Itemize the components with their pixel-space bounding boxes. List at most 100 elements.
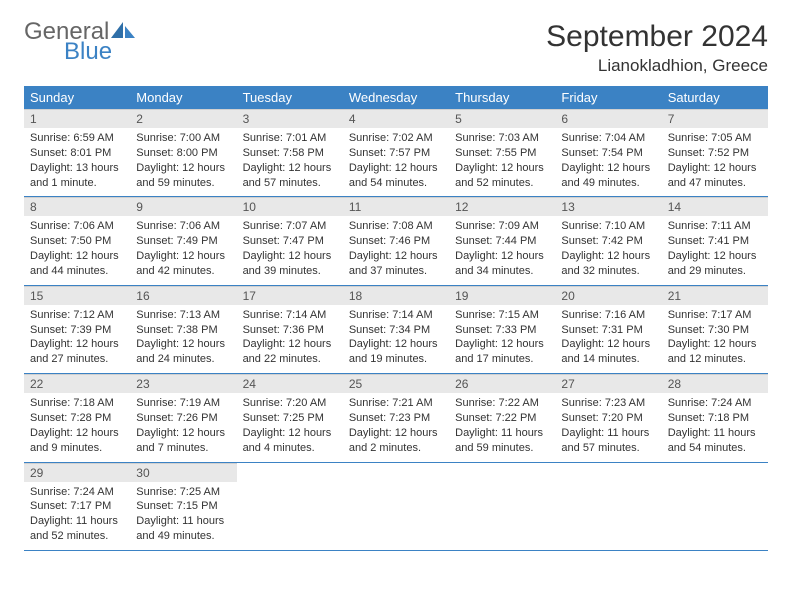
sunrise-text: Sunrise: 7:03 AM [455,131,549,146]
daylight-text: Daylight: 12 hours and 24 minutes. [136,337,230,367]
day-body: Sunrise: 7:16 AMSunset: 7:31 PMDaylight:… [555,305,661,373]
calendar-week-row: 1Sunrise: 6:59 AMSunset: 8:01 PMDaylight… [24,109,768,197]
calendar-week-row: 22Sunrise: 7:18 AMSunset: 7:28 PMDayligh… [24,374,768,462]
weekday-header: Tuesday [237,86,343,109]
daylight-text: Daylight: 12 hours and 54 minutes. [349,161,443,191]
daylight-text: Daylight: 13 hours and 1 minute. [30,161,124,191]
day-number: 9 [130,197,236,216]
day-number: 24 [237,374,343,393]
daylight-text: Daylight: 11 hours and 54 minutes. [668,426,762,456]
sunrise-text: Sunrise: 7:25 AM [136,485,230,500]
calendar-cell: 28Sunrise: 7:24 AMSunset: 7:18 PMDayligh… [662,374,768,462]
day-number: 2 [130,109,236,128]
day-body: Sunrise: 7:01 AMSunset: 7:58 PMDaylight:… [237,128,343,196]
sunrise-text: Sunrise: 7:21 AM [349,396,443,411]
sunset-text: Sunset: 7:34 PM [349,323,443,338]
sunrise-text: Sunrise: 7:11 AM [668,219,762,234]
calendar-cell: 8Sunrise: 7:06 AMSunset: 7:50 PMDaylight… [24,197,130,285]
calendar-cell: 17Sunrise: 7:14 AMSunset: 7:36 PMDayligh… [237,285,343,373]
calendar-cell: 2Sunrise: 7:00 AMSunset: 8:00 PMDaylight… [130,109,236,197]
calendar-cell [343,462,449,550]
sunset-text: Sunset: 7:41 PM [668,234,762,249]
day-body: Sunrise: 6:59 AMSunset: 8:01 PMDaylight:… [24,128,130,196]
calendar-cell: 3Sunrise: 7:01 AMSunset: 7:58 PMDaylight… [237,109,343,197]
calendar-cell: 19Sunrise: 7:15 AMSunset: 7:33 PMDayligh… [449,285,555,373]
day-body: Sunrise: 7:05 AMSunset: 7:52 PMDaylight:… [662,128,768,196]
day-number: 5 [449,109,555,128]
day-body: Sunrise: 7:06 AMSunset: 7:50 PMDaylight:… [24,216,130,284]
sunset-text: Sunset: 8:01 PM [30,146,124,161]
calendar-cell: 18Sunrise: 7:14 AMSunset: 7:34 PMDayligh… [343,285,449,373]
sunset-text: Sunset: 7:49 PM [136,234,230,249]
daylight-text: Daylight: 12 hours and 42 minutes. [136,249,230,279]
day-body: Sunrise: 7:24 AMSunset: 7:18 PMDaylight:… [662,393,768,461]
day-number: 29 [24,463,130,482]
day-body: Sunrise: 7:23 AMSunset: 7:20 PMDaylight:… [555,393,661,461]
day-number: 23 [130,374,236,393]
daylight-text: Daylight: 12 hours and 7 minutes. [136,426,230,456]
daylight-text: Daylight: 12 hours and 59 minutes. [136,161,230,191]
daylight-text: Daylight: 12 hours and 52 minutes. [455,161,549,191]
calendar-week-row: 29Sunrise: 7:24 AMSunset: 7:17 PMDayligh… [24,462,768,550]
daylight-text: Daylight: 12 hours and 47 minutes. [668,161,762,191]
calendar-cell: 13Sunrise: 7:10 AMSunset: 7:42 PMDayligh… [555,197,661,285]
weekday-header: Thursday [449,86,555,109]
sunrise-text: Sunrise: 7:02 AM [349,131,443,146]
day-body: Sunrise: 7:25 AMSunset: 7:15 PMDaylight:… [130,482,236,550]
day-body: Sunrise: 7:07 AMSunset: 7:47 PMDaylight:… [237,216,343,284]
sunrise-text: Sunrise: 7:08 AM [349,219,443,234]
sunset-text: Sunset: 7:33 PM [455,323,549,338]
calendar-cell [662,462,768,550]
sunrise-text: Sunrise: 7:10 AM [561,219,655,234]
daylight-text: Daylight: 11 hours and 52 minutes. [30,514,124,544]
sunrise-text: Sunrise: 7:13 AM [136,308,230,323]
daylight-text: Daylight: 12 hours and 4 minutes. [243,426,337,456]
weekday-header-row: Sunday Monday Tuesday Wednesday Thursday… [24,86,768,109]
sunset-text: Sunset: 7:20 PM [561,411,655,426]
day-number: 6 [555,109,661,128]
calendar-cell: 25Sunrise: 7:21 AMSunset: 7:23 PMDayligh… [343,374,449,462]
calendar-cell: 22Sunrise: 7:18 AMSunset: 7:28 PMDayligh… [24,374,130,462]
calendar-cell: 27Sunrise: 7:23 AMSunset: 7:20 PMDayligh… [555,374,661,462]
sunset-text: Sunset: 7:38 PM [136,323,230,338]
daylight-text: Daylight: 12 hours and 27 minutes. [30,337,124,367]
day-body: Sunrise: 7:13 AMSunset: 7:38 PMDaylight:… [130,305,236,373]
day-body: Sunrise: 7:18 AMSunset: 7:28 PMDaylight:… [24,393,130,461]
calendar-cell: 4Sunrise: 7:02 AMSunset: 7:57 PMDaylight… [343,109,449,197]
daylight-text: Daylight: 12 hours and 14 minutes. [561,337,655,367]
sunrise-text: Sunrise: 7:05 AM [668,131,762,146]
calendar-cell: 9 Sunrise: 7:06 AMSunset: 7:49 PMDaylight… [130,197,236,285]
sunrise-text: Sunrise: 7:24 AM [668,396,762,411]
daylight-text: Daylight: 11 hours and 57 minutes. [561,426,655,456]
day-body: Sunrise: 7:08 AMSunset: 7:46 PMDaylight:… [343,216,449,284]
sunrise-text: Sunrise: 7:18 AM [30,396,124,411]
calendar-cell: 30Sunrise: 7:25 AMSunset: 7:15 PMDayligh… [130,462,236,550]
day-body: Sunrise: 7:03 AMSunset: 7:55 PMDaylight:… [449,128,555,196]
calendar-cell [237,462,343,550]
sunset-text: Sunset: 7:36 PM [243,323,337,338]
calendar-cell: 1Sunrise: 6:59 AMSunset: 8:01 PMDaylight… [24,109,130,197]
day-body: Sunrise: 7:00 AMSunset: 8:00 PMDaylight:… [130,128,236,196]
daylight-text: Daylight: 12 hours and 44 minutes. [30,249,124,279]
daylight-text: Daylight: 12 hours and 34 minutes. [455,249,549,279]
day-body: Sunrise: 7:14 AMSunset: 7:36 PMDaylight:… [237,305,343,373]
sunset-text: Sunset: 7:18 PM [668,411,762,426]
sunrise-text: Sunrise: 7:12 AM [30,308,124,323]
day-body: Sunrise: 7:11 AMSunset: 7:41 PMDaylight:… [662,216,768,284]
day-body: Sunrise: 7:22 AMSunset: 7:22 PMDaylight:… [449,393,555,461]
calendar-cell: 21Sunrise: 7:17 AMSunset: 7:30 PMDayligh… [662,285,768,373]
day-number: 17 [237,286,343,305]
sunset-text: Sunset: 7:54 PM [561,146,655,161]
day-number: 3 [237,109,343,128]
calendar-cell: 24Sunrise: 7:20 AMSunset: 7:25 PMDayligh… [237,374,343,462]
sunrise-text: Sunrise: 7:20 AM [243,396,337,411]
sunset-text: Sunset: 7:23 PM [349,411,443,426]
daylight-text: Daylight: 12 hours and 57 minutes. [243,161,337,191]
day-number: 19 [449,286,555,305]
sunrise-text: Sunrise: 7:00 AM [136,131,230,146]
calendar-cell: 16Sunrise: 7:13 AMSunset: 7:38 PMDayligh… [130,285,236,373]
sunset-text: Sunset: 7:46 PM [349,234,443,249]
sunrise-text: Sunrise: 7:06 AM [136,219,230,234]
logo: General Blue [24,20,137,64]
day-number: 26 [449,374,555,393]
